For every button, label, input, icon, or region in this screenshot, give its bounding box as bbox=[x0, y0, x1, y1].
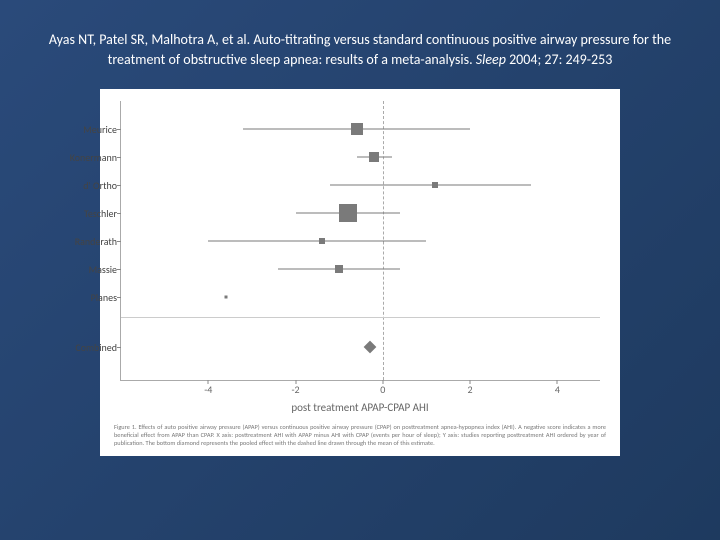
point-estimate-marker bbox=[339, 204, 357, 222]
point-estimate-marker bbox=[319, 238, 325, 244]
y-tick-mark bbox=[117, 297, 121, 298]
confidence-interval bbox=[330, 185, 531, 186]
citation-authors: Ayas NT, Patel SR, Malhotra A, et al. bbox=[49, 31, 250, 48]
point-estimate-marker bbox=[369, 152, 379, 162]
point-estimate-marker bbox=[224, 296, 227, 299]
x-tick-label: 0 bbox=[380, 383, 385, 396]
y-tick-mark bbox=[117, 347, 121, 348]
study-label: Massie bbox=[59, 263, 117, 276]
study-label: Randerath bbox=[59, 235, 117, 248]
combined-label: Combined bbox=[59, 341, 117, 354]
y-tick-mark bbox=[117, 157, 121, 158]
x-tick-label: 2 bbox=[468, 383, 473, 396]
combined-diamond bbox=[363, 341, 376, 354]
citation-ref: 2004; 27: 249-253 bbox=[509, 51, 612, 68]
point-estimate-marker bbox=[335, 265, 343, 273]
confidence-interval bbox=[208, 241, 426, 242]
citation-journal: Sleep bbox=[476, 51, 506, 68]
point-estimate-marker bbox=[351, 123, 363, 135]
study-label: Teschler bbox=[59, 207, 117, 220]
separator-line bbox=[121, 317, 600, 318]
figure-caption: Figure 1. Effects of auto positive airwa… bbox=[114, 424, 606, 448]
y-tick-mark bbox=[117, 185, 121, 186]
x-tick-label: -4 bbox=[204, 383, 212, 396]
y-tick-mark bbox=[117, 241, 121, 242]
x-tick-label: 4 bbox=[555, 383, 560, 396]
y-tick-mark bbox=[117, 269, 121, 270]
study-label: d' Ortho bbox=[59, 179, 117, 192]
study-label: Meurice bbox=[59, 123, 117, 136]
forest-plot: -4-2024MeuriceKonermannd' OrthoTeschlerR… bbox=[120, 101, 600, 381]
x-tick-label: -2 bbox=[291, 383, 299, 396]
x-axis-label: post treatment APAP-CPAP AHI bbox=[114, 401, 606, 414]
study-label: Konermann bbox=[59, 151, 117, 164]
study-label: Planes bbox=[59, 291, 117, 304]
y-tick-mark bbox=[117, 213, 121, 214]
point-estimate-marker bbox=[432, 182, 438, 188]
citation-block: Ayas NT, Patel SR, Malhotra A, et al. Au… bbox=[40, 30, 680, 69]
figure-container: -4-2024MeuriceKonermannd' OrthoTeschlerR… bbox=[100, 89, 620, 456]
y-tick-mark bbox=[117, 129, 121, 130]
